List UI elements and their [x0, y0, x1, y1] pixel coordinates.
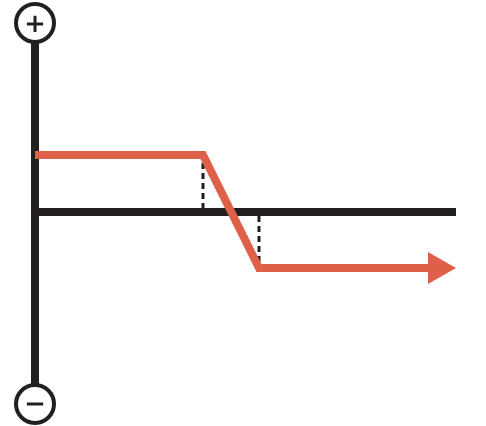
plus-circle-icon: +: [14, 2, 56, 44]
minus-circle-icon: −: [14, 383, 56, 425]
plus-symbol: +: [24, 9, 46, 39]
payoff-line: [35, 151, 432, 272]
minus-symbol: −: [24, 389, 46, 419]
arrow-right-icon: [428, 252, 456, 284]
